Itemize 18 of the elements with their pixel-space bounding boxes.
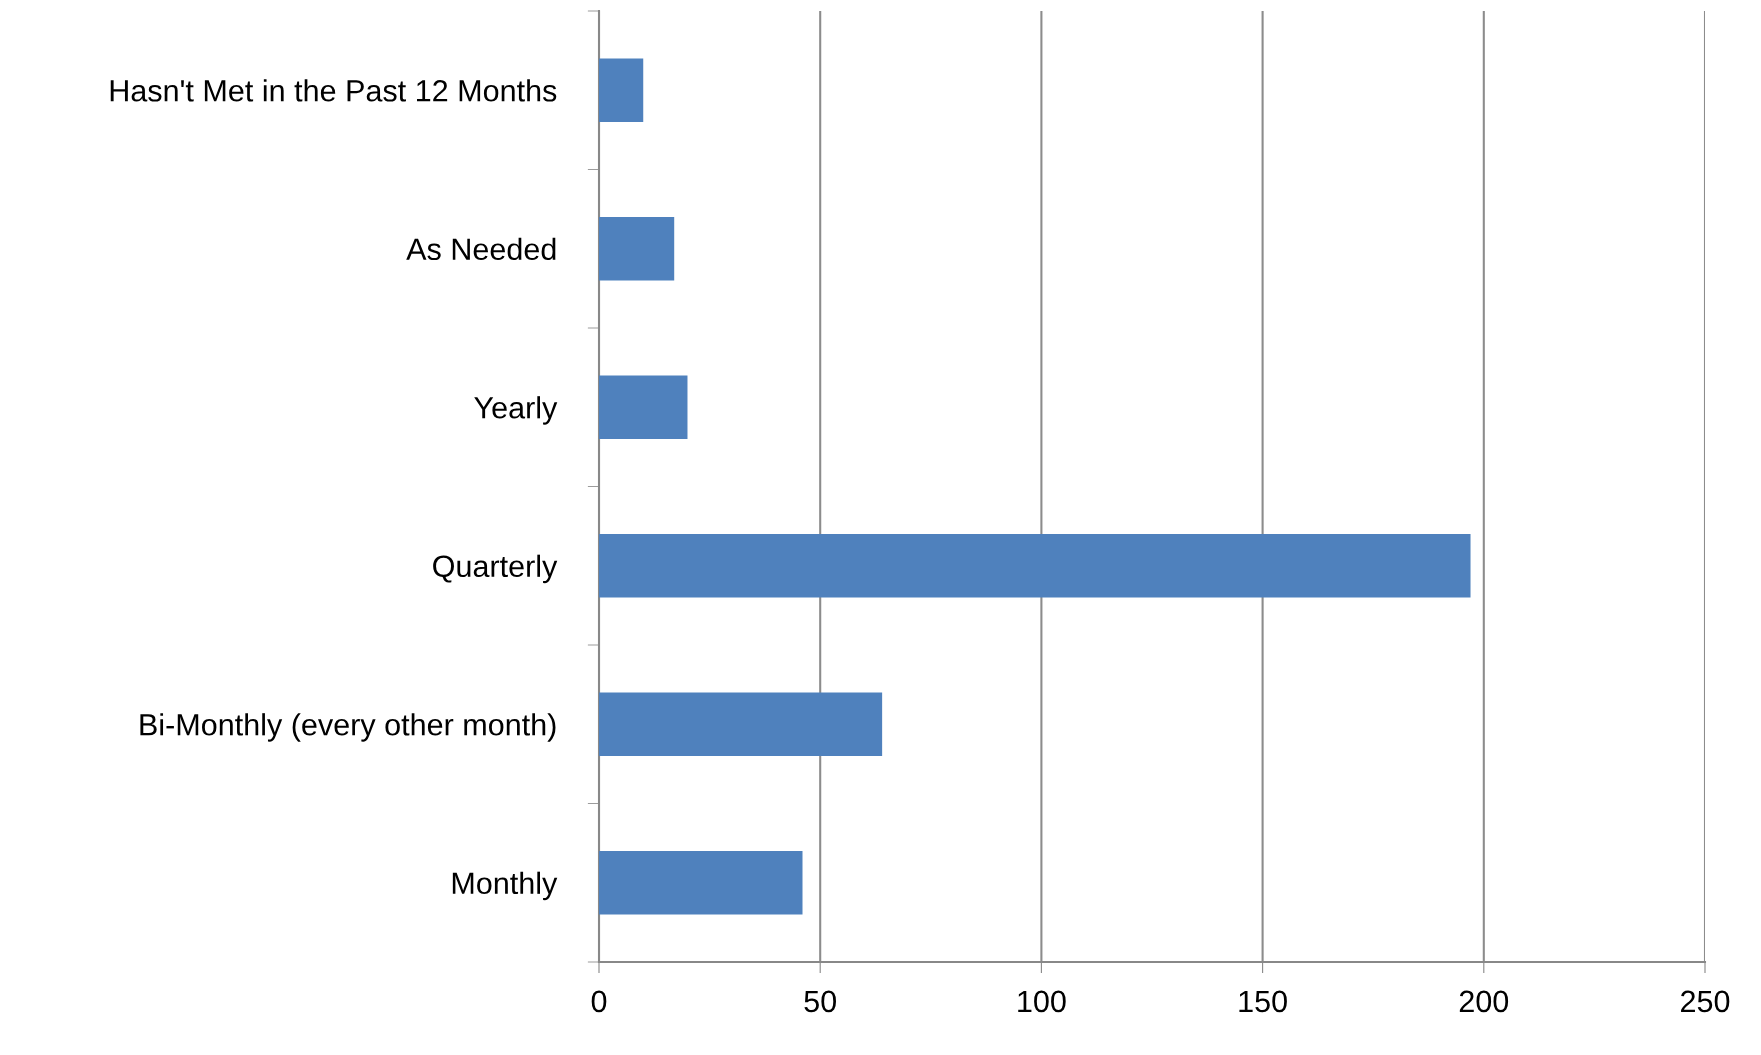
- bar: [599, 851, 803, 915]
- y-tick-label: Hasn't Met in the Past 12 Months: [110, 79, 557, 102]
- bar: [599, 692, 883, 756]
- bar: [599, 375, 688, 439]
- x-tick-label: 0: [591, 990, 607, 1013]
- y-tick-label: Monthly: [452, 871, 558, 901]
- bar: [599, 58, 644, 122]
- bar: [599, 534, 1471, 598]
- x-tick-label: 50: [804, 990, 836, 1013]
- y-tick-label: As Needed: [406, 237, 556, 261]
- x-tick-label: 150: [1239, 990, 1287, 1013]
- y-tick-label: Yearly: [474, 396, 558, 425]
- x-tick-label: 200: [1459, 990, 1509, 1013]
- x-tick-label: 250: [1681, 990, 1730, 1013]
- y-tick-label: Bi-Monthly (every other month): [140, 713, 556, 742]
- bar: [599, 217, 675, 281]
- y-tick-label: Quarterly: [433, 554, 558, 584]
- x-tick-label: 100: [1018, 990, 1066, 1013]
